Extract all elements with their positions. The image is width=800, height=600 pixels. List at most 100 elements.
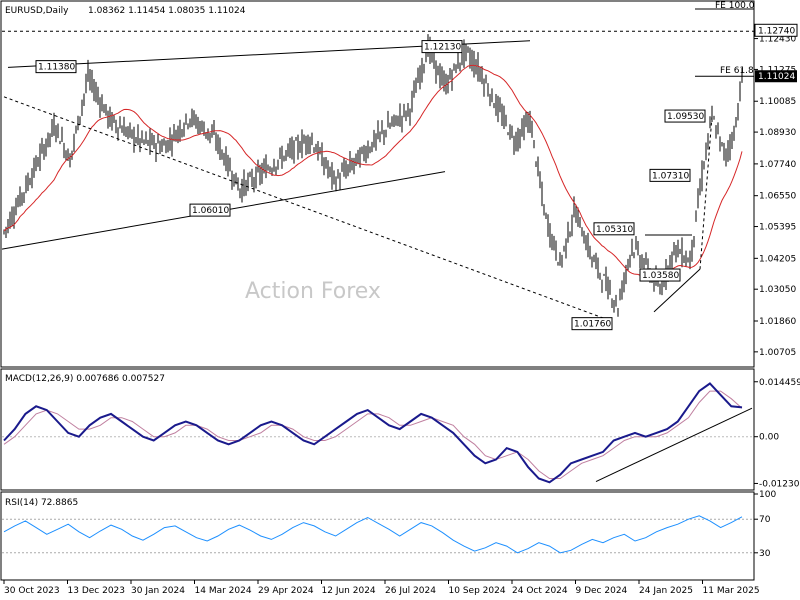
candle-body [695,210,697,222]
rsi-ytick-label: 30 [759,549,771,559]
macd-ytick-label: 0.00 [759,433,779,443]
candle-body [233,174,235,185]
price-ytick-label: 1.01860 [759,317,796,327]
candle-body [681,246,683,262]
rsi-ytick-label: 70 [759,515,771,525]
candle-body [143,140,145,142]
candle-body [45,145,47,149]
candle-body [463,44,465,59]
candle-body [529,114,531,127]
candle-body [135,140,137,142]
rsi-layer [2,515,754,554]
candle-body [237,183,239,190]
candle-body [79,116,81,119]
candle-body [71,150,73,152]
candle-body [317,144,319,157]
price-label-box [571,317,613,331]
candle-body [559,256,561,264]
candle-body [353,162,355,165]
candle-body [733,132,735,141]
candle-body [623,281,625,283]
candle-body [609,289,611,292]
rsi-title: RSI(14) 72.8865 [5,498,78,508]
candle-body [29,182,31,185]
candle-body [91,76,93,84]
candle-body [473,59,475,70]
candle-body [37,164,39,166]
candle-body [721,142,723,144]
candle-body [573,206,575,210]
candle-body [73,137,75,142]
candle-body [377,130,379,139]
dashed-trendline [3,96,613,322]
candle-body [425,56,427,63]
candle-body [507,134,509,136]
candle-body [303,141,305,143]
candle-body [243,178,245,190]
candle-body [319,149,321,153]
candle-body [93,89,95,96]
candle-body [133,133,135,143]
candle-body [201,122,203,125]
candle-body [451,75,453,83]
candle-body [635,244,637,248]
candle-body [527,120,529,124]
candle-body [485,80,487,83]
price-ytick-label: 1.08930 [759,128,796,138]
macd-layer [2,382,754,484]
candle-body [127,128,129,133]
x-tick-label: 14 Mar 2024 [195,586,252,596]
candle-body [129,126,131,128]
rsi-ytick-label: 100 [759,490,776,500]
candle-body [39,152,41,161]
candle-body [637,246,639,252]
candle-body [35,160,37,167]
candle-body [89,77,91,81]
candle-body [305,137,307,147]
candle-body [253,180,255,183]
candle-body [185,114,187,122]
candle-body [677,244,679,249]
price-ytick-label: 1.03050 [759,285,796,295]
candle-body [357,151,359,165]
candle-body [583,240,585,244]
candle-body [5,227,7,229]
candle-body [329,167,331,170]
candle-body [273,166,275,170]
candle-body [509,125,511,138]
price-ytick-label: 1.10085 [759,97,796,107]
candle-body [727,147,729,152]
candle-body [113,116,115,122]
candle-body [569,232,571,236]
candle-body [289,147,291,151]
x-tick-label: 26 Jul 2024 [385,586,436,596]
candle-body [181,130,183,135]
candle-body [439,71,441,81]
candle-body [169,137,171,142]
candle-body [361,147,363,151]
candle-body [421,60,423,73]
candle-body [539,181,541,183]
x-tick-label: 30 Jan 2024 [131,586,185,596]
candle-body [15,207,17,214]
candle-body [235,172,237,185]
candle-body [699,188,701,190]
candle-body [465,43,467,53]
candle-body [443,80,445,82]
fe100-price-tag-box [754,23,798,37]
candle-body [505,119,507,121]
candle-body [83,94,85,97]
candle-body [269,168,271,171]
candle-body [619,295,621,298]
candle-body [731,133,733,143]
candle-body [711,112,713,117]
candle-body [547,223,549,233]
candle-body [577,214,579,226]
candle-body [95,89,97,95]
candle-body [155,146,157,152]
candle-body [25,180,27,191]
candle-body [349,159,351,169]
candle-body [359,152,361,165]
candle-body [67,150,69,161]
candle-body [41,145,43,147]
